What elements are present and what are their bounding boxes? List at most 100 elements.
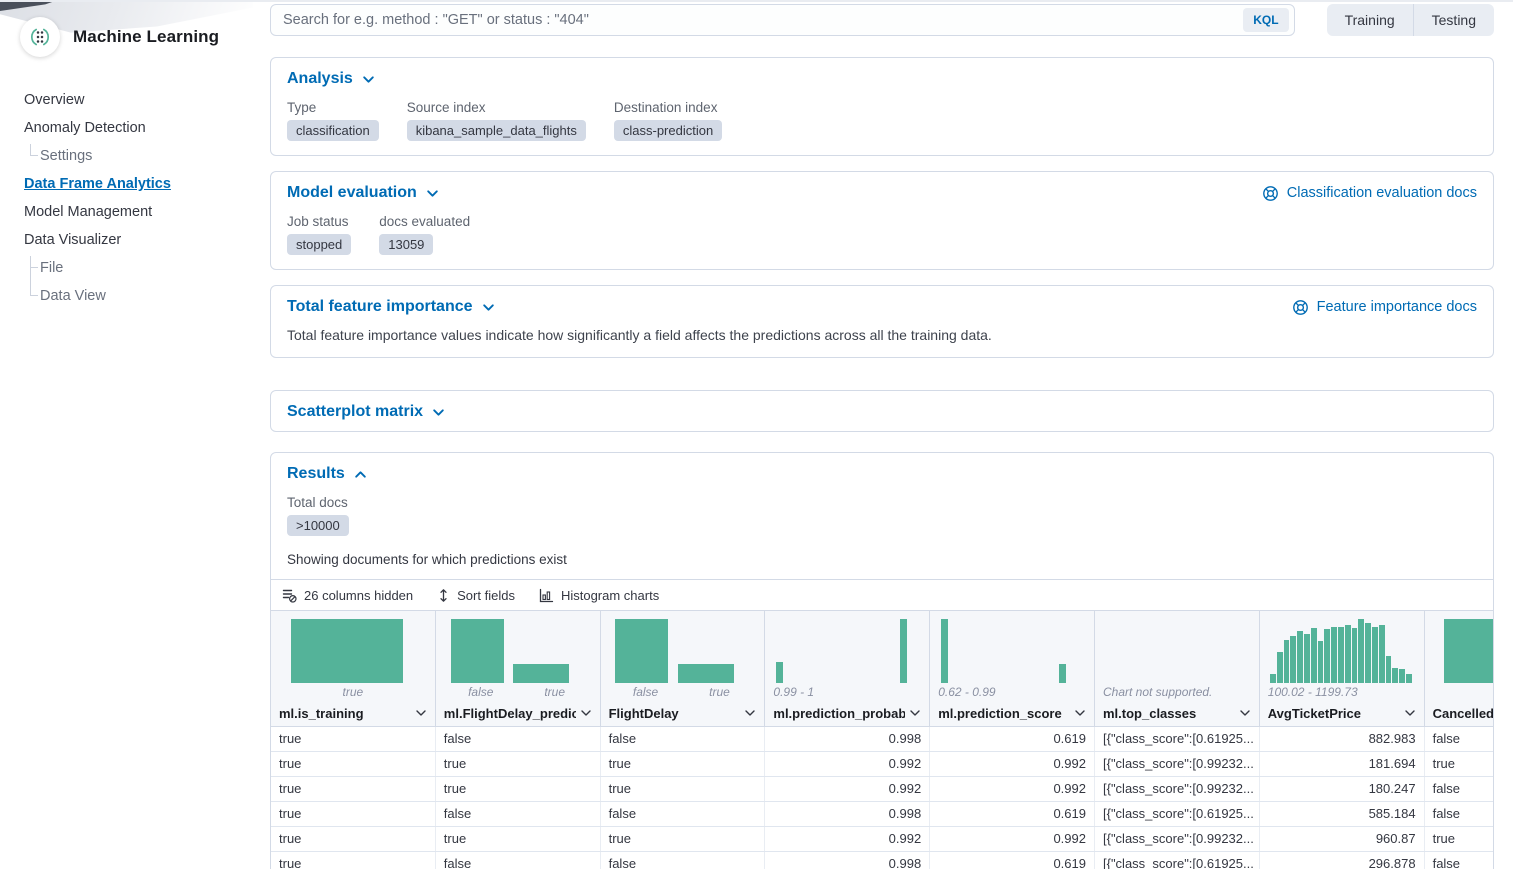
histogram-bar — [290, 619, 404, 683]
sidebar-item-model-management[interactable]: Model Management — [24, 204, 153, 220]
training-button[interactable]: Training — [1344, 12, 1395, 28]
columns-hidden-button[interactable]: 26 columns hidden — [282, 588, 413, 603]
grid-cell[interactable]: true — [601, 777, 766, 801]
field-type: Type classification — [287, 100, 379, 141]
grid-cell[interactable]: false — [436, 727, 601, 751]
grid-cell[interactable]: 0.619 — [930, 727, 1095, 751]
model-evaluation-accordion-toggle[interactable]: Model evaluation — [287, 184, 439, 202]
search-input[interactable] — [283, 12, 1244, 28]
histogram-bar — [1405, 674, 1412, 683]
grid-cell[interactable]: 0.619 — [930, 802, 1095, 826]
training-testing-group: Training Testing — [1326, 4, 1494, 36]
column-header-button[interactable]: ml.prediction_probability — [773, 700, 921, 726]
classification-evaluation-docs-link[interactable]: Classification evaluation docs — [1262, 185, 1477, 202]
grid-cell[interactable]: 0.619 — [930, 852, 1095, 869]
sidebar-item-overview[interactable]: Overview — [24, 92, 85, 108]
grid-cell[interactable]: 180.247 — [1260, 777, 1425, 801]
grid-cell[interactable]: true — [601, 827, 766, 851]
grid-cell[interactable]: false — [1425, 852, 1493, 869]
sort-fields-button[interactable]: Sort fields — [437, 588, 515, 603]
grid-cell[interactable]: 296.878 — [1260, 852, 1425, 869]
grid-cell[interactable]: [{"class_score":[0.61925... — [1095, 727, 1260, 751]
sort-icon — [437, 588, 450, 603]
grid-header-cell: 100.02 - 1199.73 AvgTicketPrice — [1260, 611, 1425, 726]
table-row: true false false 0.998 0.619 [{"class_score":… — [271, 727, 1493, 752]
testing-button[interactable]: Testing — [1412, 4, 1494, 36]
grid-cell[interactable]: 0.998 — [765, 727, 931, 751]
sidebar-item-settings[interactable]: Settings — [24, 142, 236, 170]
help-icon — [1262, 185, 1279, 202]
grid-cell[interactable]: 0.992 — [765, 777, 931, 801]
grid-cell[interactable]: true — [271, 752, 436, 776]
grid-cell[interactable]: true — [1425, 752, 1493, 776]
grid-cell[interactable]: [{"class_score":[0.99232... — [1095, 777, 1260, 801]
grid-cell[interactable]: true — [271, 852, 436, 869]
column-header-button[interactable]: ml.top_classes — [1103, 700, 1251, 726]
grid-cell[interactable]: [{"class_score":[0.61925... — [1095, 802, 1260, 826]
column-header-button[interactable]: ml.prediction_score — [938, 700, 1086, 726]
grid-cell[interactable]: false — [601, 852, 766, 869]
grid-cell[interactable]: 0.992 — [930, 777, 1095, 801]
column-header-button[interactable]: Cancelled — [1433, 700, 1493, 726]
grid-cell[interactable]: false — [436, 802, 601, 826]
grid-cell[interactable]: 0.998 — [765, 852, 931, 869]
grid-cell[interactable]: true — [436, 827, 601, 851]
chevron-down-icon — [362, 73, 375, 86]
chevron-down-icon — [426, 187, 439, 200]
column-header-button[interactable]: AvgTicketPrice — [1268, 700, 1416, 726]
grid-cell[interactable]: true — [271, 827, 436, 851]
grid-cell[interactable]: true — [271, 777, 436, 801]
grid-cell[interactable]: 882.983 — [1260, 727, 1425, 751]
histogram-labels: false true — [632, 684, 730, 699]
grid-cell[interactable]: 960.87 — [1260, 827, 1425, 851]
field-label: Job status — [287, 214, 349, 229]
kql-badge[interactable]: KQL — [1243, 8, 1289, 32]
analysis-accordion-toggle[interactable]: Analysis — [287, 70, 375, 88]
grid-cell[interactable]: false — [601, 727, 766, 751]
grid-cell[interactable]: true — [271, 802, 436, 826]
sidebar-item-anomaly-detection[interactable]: Anomaly Detection — [24, 120, 146, 136]
table-row: true false false 0.998 0.619 [{"class_score":… — [271, 802, 1493, 827]
grid-cell[interactable]: true — [601, 752, 766, 776]
grid-cell[interactable]: 0.992 — [765, 827, 931, 851]
grid-cell[interactable]: 0.992 — [930, 752, 1095, 776]
feature-importance-docs-link[interactable]: Feature importance docs — [1292, 299, 1477, 316]
grid-cell[interactable]: false — [1425, 777, 1493, 801]
grid-cell[interactable]: 0.992 — [930, 827, 1095, 851]
scatterplot-accordion-toggle[interactable]: Scatterplot matrix — [287, 403, 445, 421]
grid-body: true false false 0.998 0.619 [{"class_score":… — [271, 727, 1493, 869]
column-header-button[interactable]: ml.is_training — [279, 700, 427, 726]
grid-cell[interactable]: 0.992 — [765, 752, 931, 776]
chevron-down-icon — [432, 406, 445, 419]
sidebar-item-data-visualizer[interactable]: Data Visualizer — [24, 232, 122, 248]
column-header-button[interactable]: FlightDelay — [609, 700, 757, 726]
histogram-charts-label: Histogram charts — [560, 587, 660, 603]
results-accordion-toggle[interactable]: Results — [287, 465, 1477, 483]
grid-cell[interactable]: false — [1425, 727, 1493, 751]
column-header-button[interactable]: ml.FlightDelay_prediction — [444, 700, 592, 726]
grid-cell[interactable]: false — [1425, 802, 1493, 826]
histogram-charts-button[interactable]: Histogram charts — [539, 588, 659, 603]
panel-title-text: Scatterplot matrix — [287, 403, 424, 420]
sidebar-item-file[interactable]: File — [24, 254, 236, 284]
grid-cell[interactable]: 0.998 — [765, 802, 931, 826]
sidebar: Machine Learning Overview Anomaly Detect… — [0, 0, 253, 869]
grid-cell[interactable]: 181.694 — [1260, 752, 1425, 776]
grid-header-cell: false Cancelled — [1425, 611, 1493, 726]
grid-cell[interactable]: 585.184 — [1260, 802, 1425, 826]
analysis-panel: Analysis Type classification Source inde… — [270, 57, 1494, 156]
sidebar-item-data-view[interactable]: Data View — [24, 282, 236, 310]
feature-importance-accordion-toggle[interactable]: Total feature importance — [287, 298, 495, 316]
grid-cell[interactable]: false — [436, 852, 601, 869]
model-evaluation-panel: Model evaluation Classification evaluati… — [270, 171, 1494, 270]
ml-logo[interactable] — [20, 17, 60, 57]
sidebar-item-data-frame-analytics[interactable]: Data Frame Analytics — [24, 176, 171, 192]
grid-cell[interactable]: [{"class_score":[0.99232... — [1095, 827, 1260, 851]
grid-cell[interactable]: true — [271, 727, 436, 751]
grid-cell[interactable]: true — [436, 752, 601, 776]
grid-cell[interactable]: true — [436, 777, 601, 801]
grid-cell[interactable]: true — [1425, 827, 1493, 851]
grid-cell[interactable]: [{"class_score":[0.61925... — [1095, 852, 1260, 869]
grid-cell[interactable]: false — [601, 802, 766, 826]
grid-cell[interactable]: [{"class_score":[0.99232... — [1095, 752, 1260, 776]
